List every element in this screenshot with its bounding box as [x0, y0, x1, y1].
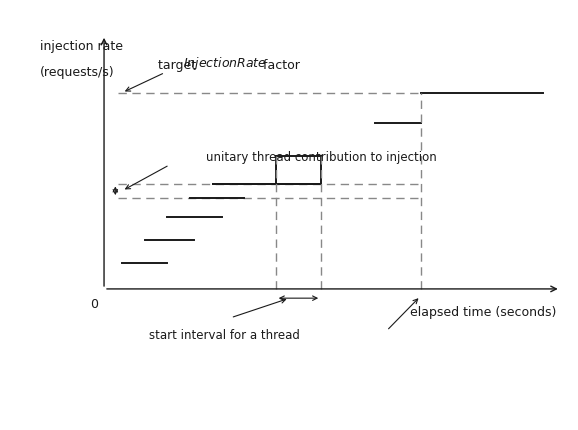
Text: factor: factor [259, 59, 300, 72]
Text: injection rate: injection rate [40, 40, 123, 53]
Text: unitary thread contribution to injection: unitary thread contribution to injection [206, 151, 436, 164]
Text: $\mathit{InjectionRate}$: $\mathit{InjectionRate}$ [183, 55, 267, 72]
Text: elapsed time (seconds): elapsed time (seconds) [410, 305, 556, 318]
Text: start interval for a thread: start interval for a thread [149, 328, 300, 341]
Text: 0: 0 [91, 297, 99, 310]
Text: (requests/s): (requests/s) [40, 65, 115, 79]
Text: target: target [158, 59, 201, 72]
